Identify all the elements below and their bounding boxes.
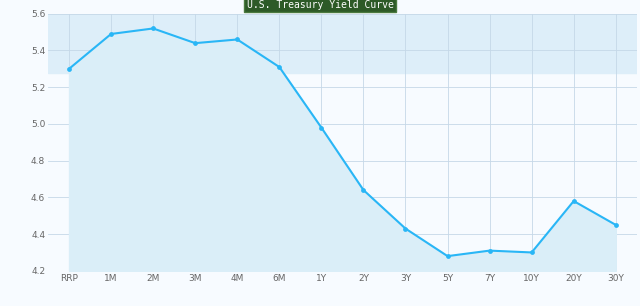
Point xyxy=(358,188,369,192)
Point xyxy=(401,226,411,231)
Point xyxy=(484,248,495,253)
Bar xyxy=(48,14,637,73)
Point xyxy=(148,26,158,31)
Point xyxy=(527,250,537,255)
Text: U.S. Treasury Yield Curve: U.S. Treasury Yield Curve xyxy=(246,0,394,10)
Point xyxy=(190,41,200,46)
Point xyxy=(611,222,621,227)
Point xyxy=(232,37,243,42)
Point xyxy=(64,66,74,71)
Point xyxy=(442,254,452,259)
Point xyxy=(274,65,284,69)
Point xyxy=(316,125,326,130)
Point xyxy=(106,32,116,36)
Point xyxy=(568,199,579,203)
